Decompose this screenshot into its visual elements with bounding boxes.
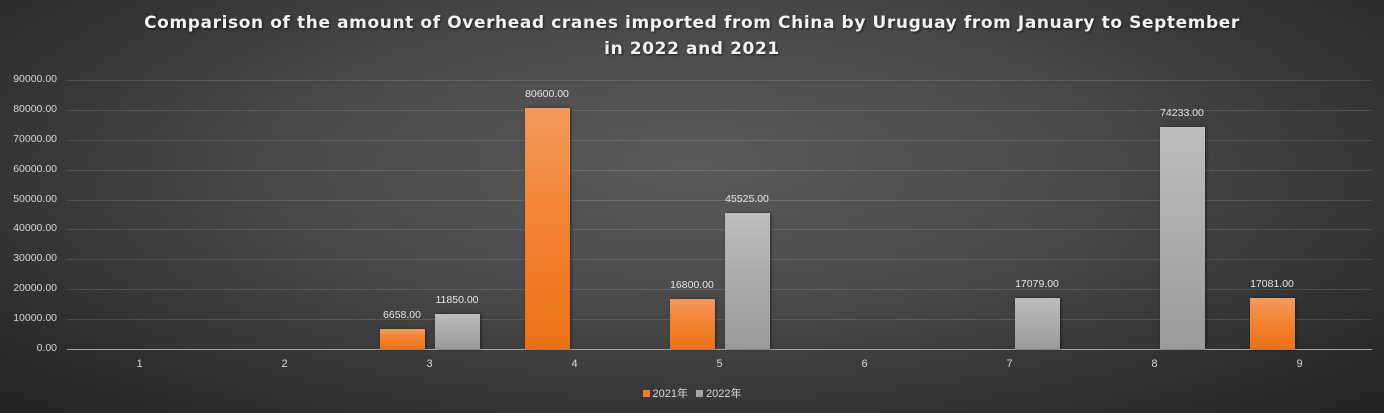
y-tick-label: 20000.00: [13, 282, 57, 294]
x-tick-label: 7: [1006, 358, 1013, 370]
data-label: 80600.00: [525, 88, 569, 101]
gridline: [67, 229, 1372, 230]
gridline: [67, 200, 1372, 201]
x-tick-label: 5: [716, 358, 723, 370]
chart-title: Comparison of the amount of Overhead cra…: [0, 10, 1384, 62]
data-label: 45525.00: [725, 192, 769, 205]
bar-2022-month-8[interactable]: [1159, 127, 1205, 349]
bar-2021-month-4[interactable]: [524, 108, 570, 349]
bar-2022-month-5[interactable]: [724, 212, 770, 349]
y-tick-label: 60000.00: [13, 163, 57, 175]
x-tick-label: 4: [571, 358, 578, 370]
x-tick-label: 2: [281, 358, 288, 370]
gridline: [67, 170, 1372, 171]
bar-2021-month-5[interactable]: [669, 298, 715, 349]
legend-swatch-2022-icon: [696, 389, 703, 397]
gridline: [67, 259, 1372, 260]
data-label: 6658.00: [383, 309, 421, 322]
y-tick-label: 50000.00: [13, 193, 57, 205]
x-tick-label: 6: [861, 358, 868, 370]
data-label: 16800.00: [670, 278, 714, 291]
legend-label-2022: 2022年: [706, 388, 742, 400]
legend-swatch-2021-icon: [642, 389, 650, 397]
x-axis-line: [67, 349, 1372, 350]
y-tick-label: 90000.00: [13, 73, 57, 85]
bar-2021-month-3[interactable]: [379, 329, 425, 349]
x-tick-label: 3: [426, 358, 433, 370]
legend-label-2021: 2021年: [652, 388, 688, 400]
gridline: [67, 319, 1372, 320]
y-tick-label: 40000.00: [13, 222, 57, 234]
y-tick-label: 70000.00: [13, 133, 57, 145]
data-label: 17079.00: [1015, 277, 1059, 290]
bar-2022-month-7[interactable]: [1014, 297, 1060, 349]
x-tick-label: 1: [136, 358, 143, 370]
chart-title-line2: in 2022 and 2021: [604, 39, 780, 59]
x-tick-label: 8: [1151, 358, 1158, 370]
bar-2022-month-3[interactable]: [434, 313, 480, 349]
chart-title-line1: Comparison of the amount of Overhead cra…: [144, 13, 1240, 33]
bar-2021-month-9[interactable]: [1249, 297, 1295, 349]
y-tick-label: 80000.00: [13, 103, 57, 115]
data-label: 74233.00: [1160, 107, 1204, 120]
plot-area: 6658.00 11850.00 80600.00 16800.00 45525.00 1…: [67, 80, 1372, 350]
gridline: [67, 289, 1372, 290]
x-tick-label: 9: [1296, 358, 1303, 370]
y-tick-label: 10000.00: [13, 312, 57, 324]
data-label: 17081.00: [1250, 277, 1294, 290]
gridline: [67, 140, 1372, 141]
legend-item-2021[interactable]: 2021年: [642, 385, 688, 401]
legend: 2021年 2022年: [0, 385, 1384, 401]
gridline: [67, 80, 1372, 81]
legend-item-2022[interactable]: 2022年: [696, 385, 741, 401]
y-tick-label: 0.00: [36, 342, 57, 354]
data-label: 11850.00: [435, 293, 479, 306]
gridline: [67, 110, 1372, 111]
y-tick-label: 30000.00: [13, 252, 57, 264]
